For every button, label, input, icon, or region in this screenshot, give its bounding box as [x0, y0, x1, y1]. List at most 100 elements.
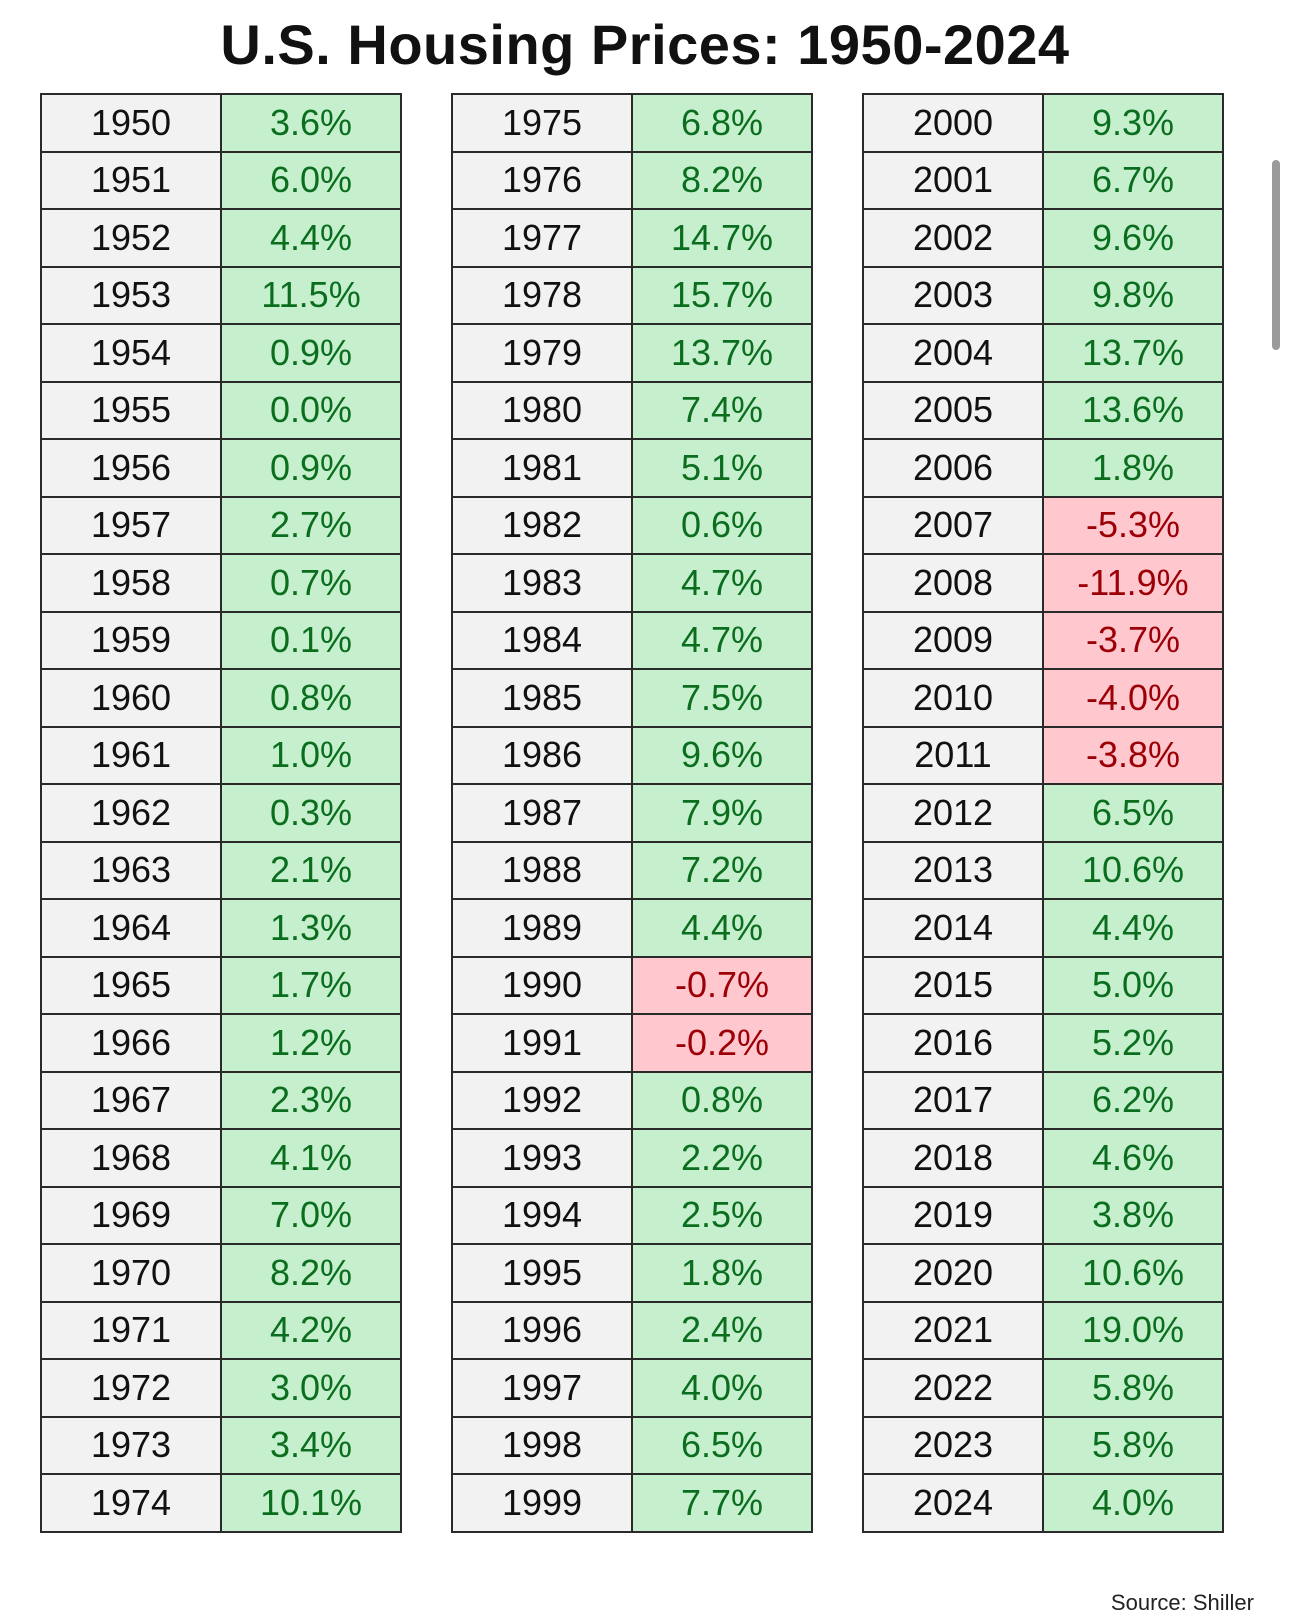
table-row: 2011 -3.8% [862, 725, 1224, 785]
year-cell: 1969 [40, 1185, 222, 1245]
table-row: 1991 -0.2% [451, 1013, 813, 1073]
year-cell: 1975 [451, 93, 633, 153]
change-cell: 1.2% [220, 1013, 402, 1073]
table-row: 2013 10.6% [862, 840, 1224, 900]
year-cell: 2001 [862, 150, 1044, 210]
year-cell: 1954 [40, 323, 222, 383]
year-cell: 1976 [451, 150, 633, 210]
scrollbar[interactable] [1272, 160, 1280, 350]
table-column-1950s-1974: 1950 3.6% 1951 6.0% 1952 4.4% 1953 11.5% 1954 0.9… [40, 93, 402, 1533]
table-row: 2021 19.0% [862, 1300, 1224, 1360]
table-row: 1990 -0.7% [451, 955, 813, 1015]
change-cell: 0.1% [220, 610, 402, 670]
change-cell: 3.6% [220, 93, 402, 153]
year-cell: 2022 [862, 1358, 1044, 1418]
change-cell: 14.7% [631, 208, 813, 268]
year-cell: 2013 [862, 840, 1044, 900]
year-cell: 1966 [40, 1013, 222, 1073]
year-cell: 1981 [451, 438, 633, 498]
change-cell: 11.5% [220, 265, 402, 325]
change-cell: 5.1% [631, 438, 813, 498]
year-cell: 2012 [862, 783, 1044, 843]
source-note: Source: Shiller [1110, 1590, 1254, 1615]
table-row: 2012 6.5% [862, 783, 1224, 843]
change-cell: -0.7% [631, 955, 813, 1015]
change-cell: 1.8% [1042, 438, 1224, 498]
change-cell: 8.2% [631, 150, 813, 210]
year-cell: 1982 [451, 495, 633, 555]
year-cell: 2011 [862, 725, 1044, 785]
change-cell: -4.0% [1042, 668, 1224, 728]
table-row: 1994 2.5% [451, 1185, 813, 1245]
year-cell: 1968 [40, 1128, 222, 1188]
year-cell: 2000 [862, 93, 1044, 153]
change-cell: -3.8% [1042, 725, 1224, 785]
year-cell: 1965 [40, 955, 222, 1015]
year-cell: 1998 [451, 1415, 633, 1475]
table-column-1975-1999: 1975 6.8% 1976 8.2% 1977 14.7% 1978 15.7% 1979 13… [451, 93, 813, 1533]
change-cell: 1.8% [631, 1243, 813, 1303]
year-cell: 1993 [451, 1128, 633, 1188]
change-cell: 2.5% [631, 1185, 813, 1245]
year-cell: 1987 [451, 783, 633, 843]
change-cell: 0.3% [220, 783, 402, 843]
table-row: 1984 4.7% [451, 610, 813, 670]
table-row: 1960 0.8% [40, 668, 402, 728]
year-cell: 2014 [862, 898, 1044, 958]
table-row: 1982 0.6% [451, 495, 813, 555]
change-cell: 6.2% [1042, 1070, 1224, 1130]
table-row: 1989 4.4% [451, 898, 813, 958]
year-cell: 2020 [862, 1243, 1044, 1303]
table-row: 2020 10.6% [862, 1243, 1224, 1303]
table-row: 1969 7.0% [40, 1185, 402, 1245]
table-row: 1951 6.0% [40, 150, 402, 210]
change-cell: 4.7% [631, 553, 813, 613]
table-row: 1978 15.7% [451, 265, 813, 325]
table-row: 1987 7.9% [451, 783, 813, 843]
change-cell: 7.4% [631, 380, 813, 440]
year-cell: 2004 [862, 323, 1044, 383]
table-row: 1955 0.0% [40, 380, 402, 440]
table-row: 2015 5.0% [862, 955, 1224, 1015]
table-row: 1964 1.3% [40, 898, 402, 958]
table-row: 2018 4.6% [862, 1128, 1224, 1188]
table-row: 2009 -3.7% [862, 610, 1224, 670]
year-cell: 1997 [451, 1358, 633, 1418]
year-cell: 1999 [451, 1473, 633, 1533]
table-row: 2008 -11.9% [862, 553, 1224, 613]
change-cell: 19.0% [1042, 1300, 1224, 1360]
table-row: 2004 13.7% [862, 323, 1224, 383]
change-cell: 7.2% [631, 840, 813, 900]
year-cell: 1989 [451, 898, 633, 958]
table-row: 1992 0.8% [451, 1070, 813, 1130]
change-cell: 3.8% [1042, 1185, 1224, 1245]
year-cell: 1973 [40, 1415, 222, 1475]
table-row: 1974 10.1% [40, 1473, 402, 1533]
year-cell: 1974 [40, 1473, 222, 1533]
year-cell: 1980 [451, 380, 633, 440]
table-row: 1970 8.2% [40, 1243, 402, 1303]
table-row: 2022 5.8% [862, 1358, 1224, 1418]
change-cell: 0.8% [220, 668, 402, 728]
change-cell: 6.8% [631, 93, 813, 153]
change-cell: 9.6% [631, 725, 813, 785]
table-row: 1980 7.4% [451, 380, 813, 440]
table-row: 2024 4.0% [862, 1473, 1224, 1533]
change-cell: 0.7% [220, 553, 402, 613]
table-row: 1998 6.5% [451, 1415, 813, 1475]
year-cell: 2024 [862, 1473, 1044, 1533]
table-row: 1985 7.5% [451, 668, 813, 728]
change-cell: 6.0% [220, 150, 402, 210]
year-cell: 1977 [451, 208, 633, 268]
year-cell: 1986 [451, 725, 633, 785]
table-row: 1993 2.2% [451, 1128, 813, 1188]
table-row: 1956 0.9% [40, 438, 402, 498]
year-cell: 1967 [40, 1070, 222, 1130]
change-cell: 6.7% [1042, 150, 1224, 210]
change-cell: 4.7% [631, 610, 813, 670]
year-cell: 1959 [40, 610, 222, 670]
year-cell: 1950 [40, 93, 222, 153]
year-cell: 2006 [862, 438, 1044, 498]
change-cell: 0.9% [220, 323, 402, 383]
year-cell: 1979 [451, 323, 633, 383]
